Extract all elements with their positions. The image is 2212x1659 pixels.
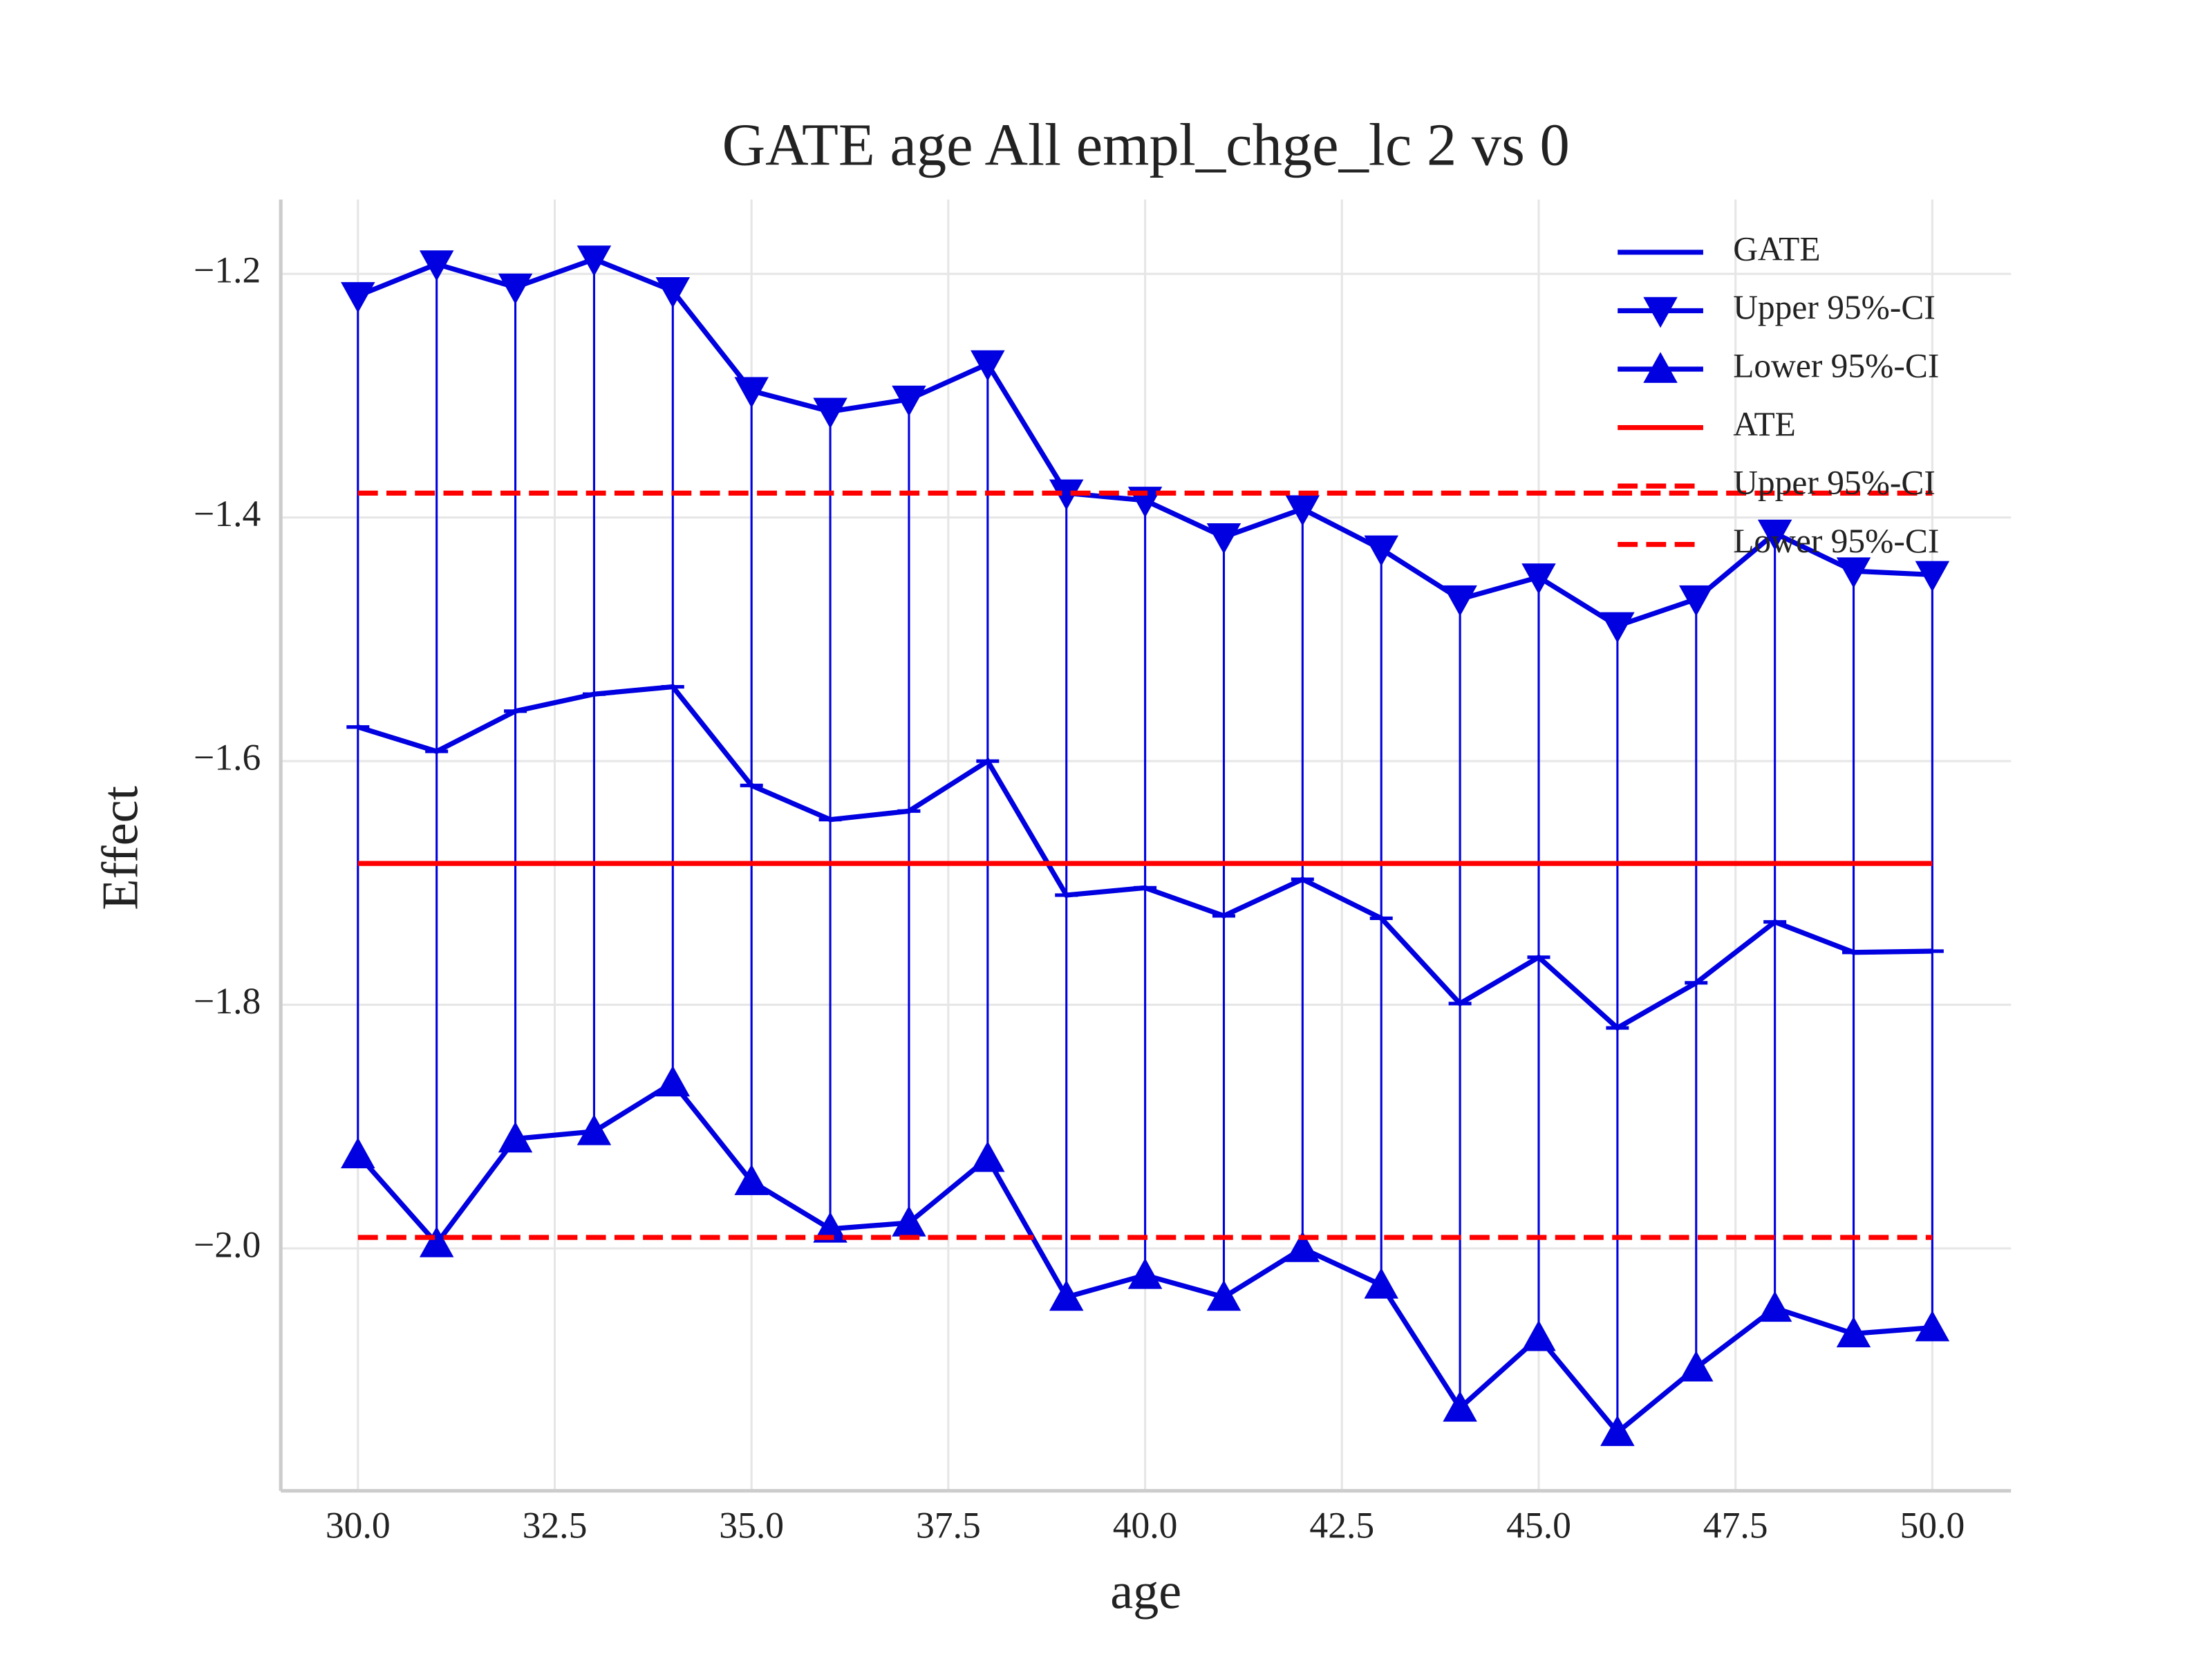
legend-label: Lower 95%-CI xyxy=(1733,522,1939,560)
marker xyxy=(1679,1350,1714,1382)
y-tick-label: −2.0 xyxy=(194,1224,261,1265)
marker xyxy=(577,245,612,276)
x-tick-label: 37.5 xyxy=(916,1505,981,1546)
marker xyxy=(1836,557,1871,588)
marker xyxy=(1364,1268,1398,1299)
legend-label: GATE xyxy=(1733,229,1820,268)
marker xyxy=(1757,1291,1792,1322)
marker xyxy=(655,277,691,308)
x-tick-label: 47.5 xyxy=(1703,1505,1768,1546)
marker xyxy=(734,377,769,409)
x-tick-label: 32.5 xyxy=(523,1505,588,1546)
marker xyxy=(1443,1391,1477,1422)
marker xyxy=(1285,1231,1320,1262)
marker xyxy=(1364,535,1398,567)
marker xyxy=(655,1065,691,1097)
marker xyxy=(813,397,847,429)
y-axis-label: Effect xyxy=(92,785,149,910)
legend-label: Upper 95%-CI xyxy=(1733,463,1936,501)
marker xyxy=(1521,1320,1556,1351)
marker xyxy=(341,1137,375,1169)
marker xyxy=(1915,561,1950,592)
legend-marker xyxy=(1643,297,1678,328)
y-tick-label: −1.2 xyxy=(194,249,261,290)
marker xyxy=(1836,1316,1871,1348)
marker xyxy=(1600,612,1635,644)
y-tick-label: −1.6 xyxy=(194,736,261,778)
marker xyxy=(1600,1415,1635,1446)
marker xyxy=(892,1206,926,1237)
x-tick-label: 50.0 xyxy=(1900,1505,1965,1546)
x-tick-label: 40.0 xyxy=(1113,1505,1178,1546)
marker xyxy=(734,1164,769,1195)
marker xyxy=(419,1226,454,1257)
legend-label: Lower 95%-CI xyxy=(1733,346,1939,384)
marker xyxy=(1049,479,1084,511)
x-tick-label: 35.0 xyxy=(719,1505,784,1546)
marker xyxy=(892,385,926,417)
marker xyxy=(1679,585,1714,617)
marker xyxy=(498,273,533,305)
marker xyxy=(341,282,375,313)
marker xyxy=(1206,523,1241,554)
marker xyxy=(1127,1258,1163,1289)
legend-label: Upper 95%-CI xyxy=(1733,288,1936,326)
marker xyxy=(1443,585,1477,617)
x-tick-label: 42.5 xyxy=(1309,1505,1374,1546)
marker xyxy=(971,350,1005,382)
marker xyxy=(419,250,454,281)
marker xyxy=(577,1114,612,1145)
x-tick-label: 30.0 xyxy=(326,1505,391,1546)
marker xyxy=(1049,1280,1084,1311)
y-tick-label: −1.4 xyxy=(194,493,261,534)
marker xyxy=(971,1141,1005,1172)
y-tick-label: −1.8 xyxy=(194,980,261,1022)
marker xyxy=(498,1121,533,1153)
marker xyxy=(1915,1310,1950,1342)
marker xyxy=(1521,563,1556,594)
x-axis-label: age xyxy=(1110,1563,1181,1620)
marker xyxy=(1757,519,1792,551)
chart-title: GATE age All empl_chge_lc 2 vs 0 xyxy=(722,111,1570,178)
legend-label: ATE xyxy=(1733,405,1796,443)
marker xyxy=(813,1212,847,1243)
legend-marker xyxy=(1643,352,1678,383)
marker xyxy=(1206,1280,1241,1311)
marker xyxy=(1285,495,1320,527)
x-tick-label: 45.0 xyxy=(1506,1505,1571,1546)
